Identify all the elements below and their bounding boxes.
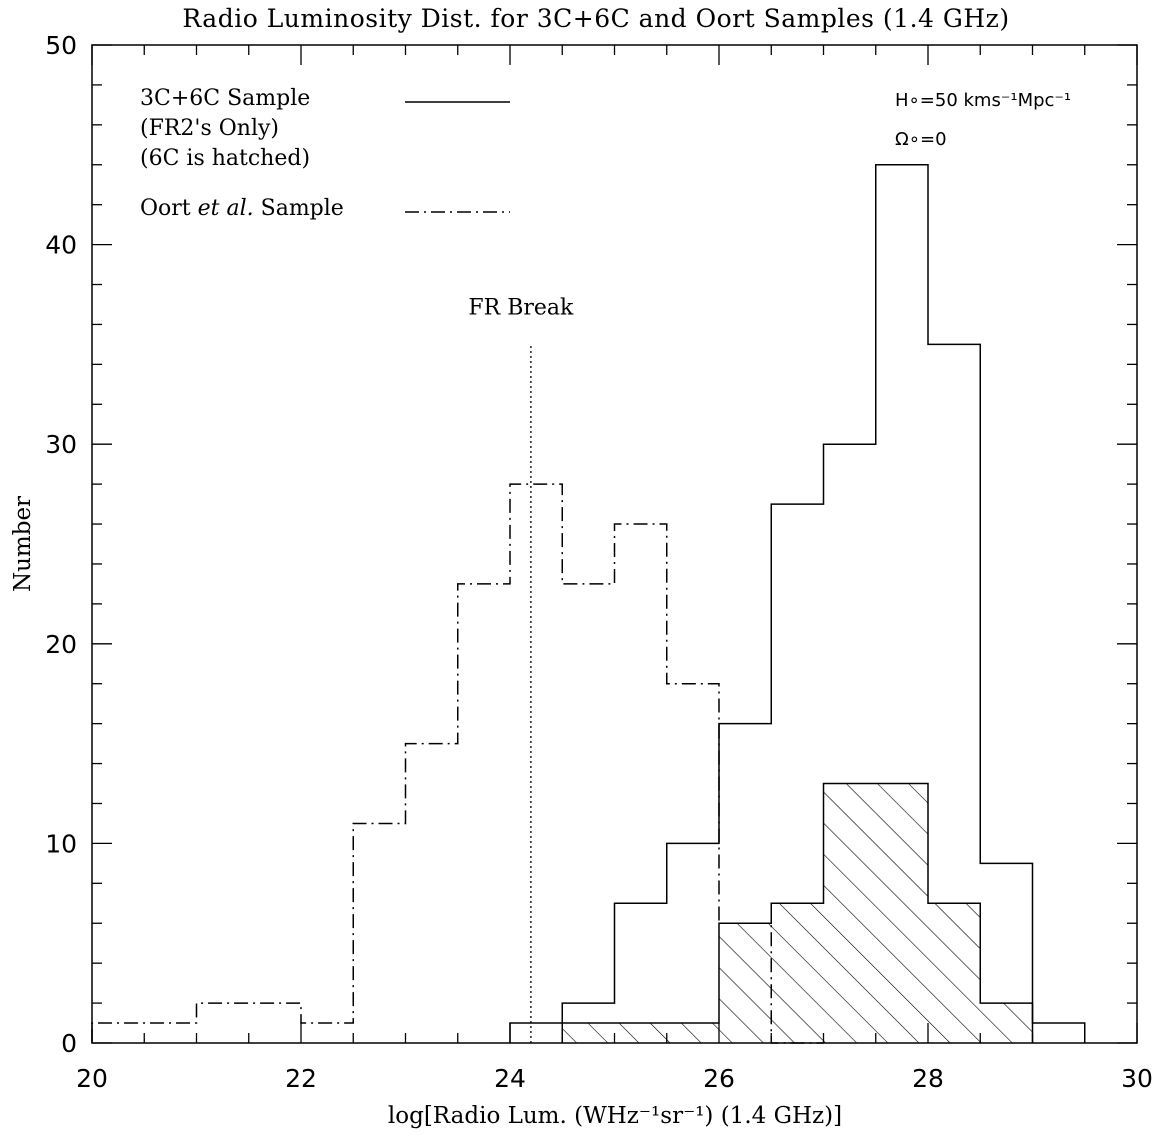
legend-3c6c-label: 3C+6C Sample (140, 86, 310, 111)
x-tick-label-24: 24 (494, 1064, 526, 1093)
oort-et-al-sample-series-line (91, 483, 824, 1044)
x-tick-label-20: 20 (76, 1064, 108, 1093)
x-tick-label-28: 28 (912, 1064, 944, 1093)
6c-bar-24.5 (562, 1023, 615, 1043)
y-axis-label: Number (10, 496, 36, 592)
cosmology-h0-annotation: H∘=50 kms⁻¹Mpc⁻¹ (895, 90, 1071, 111)
6c-series-line (561, 782, 1034, 1043)
6c-bar-25 (614, 1023, 667, 1043)
legend-6c-hatched-note: (6C is hatched) (140, 146, 310, 171)
x-tick-label-22: 22 (285, 1064, 317, 1093)
legend-fr2-note: (FR2's Only) (140, 116, 279, 141)
legend-oort-label: Oort et al. Sample (140, 196, 344, 221)
legend: 3C+6C Sample (FR2's Only) (6C is hatched… (140, 86, 510, 221)
hatched-6c-bars (562, 783, 1033, 1043)
6c-bar-28 (928, 903, 981, 1043)
6c-bar-27.5 (875, 783, 928, 1043)
y-tick-label-30: 30 (45, 430, 77, 459)
3c-6c-sample-series-line (509, 164, 1086, 1043)
legend-oort-italic: et al. (198, 196, 254, 221)
6c-bar-26 (719, 923, 772, 1043)
y-tick-label-10: 10 (45, 829, 77, 858)
6c-bar-27 (823, 783, 876, 1043)
cosmology-omega-annotation: Ω∘=0 (895, 129, 947, 150)
x-axis-label: log[Radio Lum. (WHz⁻¹sr⁻¹) (1.4 GHz)] (388, 1103, 842, 1129)
6c-bar-25.5 (666, 1023, 719, 1043)
fr-break-label: FR Break (468, 295, 574, 320)
fr-break-marker: FR Break (468, 295, 574, 1043)
x-tick-label-30: 30 (1121, 1064, 1153, 1093)
x-tick-labels: 20 22 24 26 28 30 (76, 1064, 1153, 1093)
y-tick-label-40: 40 (45, 231, 77, 260)
histogram-series (91, 164, 1086, 1044)
y-tick-labels: 0 10 20 30 40 50 (45, 31, 77, 1058)
axis-ticks (91, 44, 1138, 1044)
y-tick-label-20: 20 (45, 630, 77, 659)
legend-oort-prefix: Oort (140, 196, 198, 221)
y-tick-label-50: 50 (45, 31, 77, 60)
chart-title: Radio Luminosity Dist. for 3C+6C and Oor… (182, 4, 1009, 33)
6c-bar-26.5 (771, 903, 824, 1043)
legend-oort-suffix: Sample (254, 196, 344, 221)
x-tick-label-26: 26 (703, 1064, 735, 1093)
y-tick-label-0: 0 (61, 1029, 77, 1058)
6c-bar-28.5 (980, 1003, 1033, 1043)
